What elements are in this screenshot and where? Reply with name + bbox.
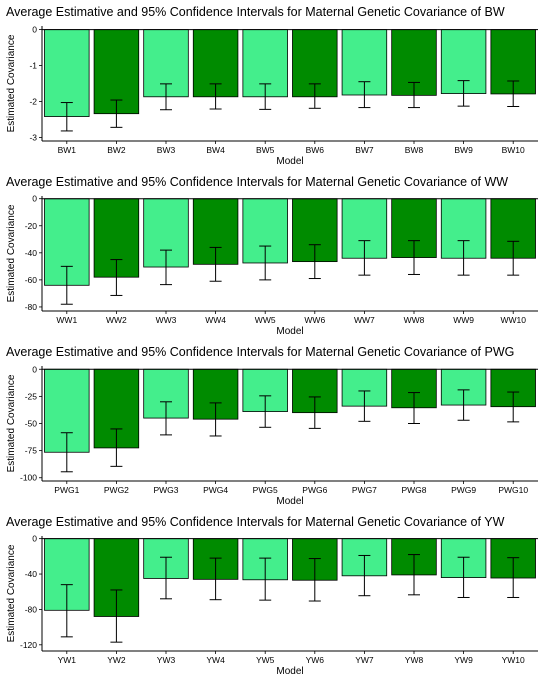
chart-title: Average Estimative and 95% Confidence In… bbox=[6, 5, 505, 19]
x-tick-label: PWG10 bbox=[498, 485, 528, 495]
y-tick-label: -75 bbox=[25, 446, 38, 456]
x-tick-label: WW6 bbox=[304, 315, 325, 325]
y-tick-label: -40 bbox=[25, 248, 38, 258]
x-tick-label: YW5 bbox=[256, 655, 275, 665]
x-tick-label: BW6 bbox=[306, 145, 325, 155]
y-tick-label: -2 bbox=[29, 96, 37, 106]
x-tick-label: WW8 bbox=[404, 315, 425, 325]
x-tick-label: PWG6 bbox=[302, 485, 327, 495]
x-tick-label: BW9 bbox=[454, 145, 473, 155]
x-tick-label: BW8 bbox=[405, 145, 424, 155]
y-tick-label: -80 bbox=[25, 302, 38, 312]
y-tick-label: -40 bbox=[25, 569, 38, 579]
chart-title: Average Estimative and 95% Confidence In… bbox=[6, 345, 514, 359]
x-tick-label: PWG2 bbox=[104, 485, 129, 495]
x-tick-label: PWG1 bbox=[54, 485, 79, 495]
x-axis-label: Model bbox=[276, 156, 303, 167]
chart-panel-2: Average Estimative and 95% Confidence In… bbox=[6, 175, 538, 337]
chart-title: Average Estimative and 95% Confidence In… bbox=[6, 515, 505, 529]
y-tick-label: 0 bbox=[32, 25, 37, 35]
y-axis-label: Estimated Covariance bbox=[6, 544, 17, 642]
x-tick-label: YW2 bbox=[107, 655, 126, 665]
y-axis-label: Estimated Covariance bbox=[6, 374, 17, 472]
y-tick-label: -80 bbox=[25, 604, 38, 614]
x-tick-label: YW3 bbox=[157, 655, 176, 665]
x-tick-label: WW7 bbox=[354, 315, 375, 325]
x-tick-label: WW10 bbox=[500, 315, 526, 325]
y-tick-label: -25 bbox=[25, 391, 38, 401]
x-tick-label: YW1 bbox=[58, 655, 77, 665]
x-tick-label: WW5 bbox=[255, 315, 276, 325]
x-tick-label: WW1 bbox=[56, 315, 77, 325]
chart-title: Average Estimative and 95% Confidence In… bbox=[6, 175, 508, 189]
y-tick-label: -100 bbox=[20, 473, 37, 483]
x-tick-label: BW7 bbox=[355, 145, 374, 155]
x-tick-label: YW10 bbox=[502, 655, 525, 665]
x-tick-label: PWG4 bbox=[203, 485, 228, 495]
bar bbox=[490, 368, 536, 408]
x-tick-label: YW8 bbox=[405, 655, 424, 665]
y-tick-label: -50 bbox=[25, 419, 38, 429]
x-tick-label: PWG9 bbox=[451, 485, 476, 495]
x-tick-label: PWG5 bbox=[253, 485, 278, 495]
chart-panel-4: Average Estimative and 95% Confidence In… bbox=[6, 515, 538, 677]
x-tick-label: PWG7 bbox=[352, 485, 377, 495]
x-tick-label: WW9 bbox=[453, 315, 474, 325]
x-tick-label: PWG8 bbox=[401, 485, 426, 495]
x-tick-label: YW9 bbox=[454, 655, 473, 665]
y-tick-label: -60 bbox=[25, 275, 38, 285]
y-tick-label: -1 bbox=[29, 61, 37, 71]
x-tick-label: WW2 bbox=[106, 315, 127, 325]
x-tick-label: YW4 bbox=[206, 655, 225, 665]
y-tick-label: -3 bbox=[29, 132, 37, 142]
y-tick-label: 0 bbox=[32, 194, 37, 204]
x-axis-label: Model bbox=[276, 326, 303, 337]
x-tick-label: WW4 bbox=[205, 315, 226, 325]
chart-panel-1: Average Estimative and 95% Confidence In… bbox=[6, 5, 538, 167]
x-tick-label: YW7 bbox=[355, 655, 374, 665]
y-axis-label: Estimated Covariance bbox=[6, 34, 17, 132]
x-tick-label: YW6 bbox=[306, 655, 325, 665]
x-tick-label: BW4 bbox=[206, 145, 225, 155]
y-tick-label: 0 bbox=[32, 364, 37, 374]
x-tick-label: PWG3 bbox=[153, 485, 178, 495]
x-tick-label: BW1 bbox=[58, 145, 77, 155]
x-tick-label: WW3 bbox=[156, 315, 177, 325]
x-axis-label: Model bbox=[276, 666, 303, 677]
x-tick-label: BW5 bbox=[256, 145, 275, 155]
x-axis-label: Model bbox=[276, 496, 303, 507]
x-tick-label: BW3 bbox=[157, 145, 176, 155]
chart-panel-3: Average Estimative and 95% Confidence In… bbox=[6, 345, 538, 507]
y-tick-label: 0 bbox=[32, 534, 37, 544]
x-tick-label: BW2 bbox=[107, 145, 126, 155]
y-axis-label: Estimated Covariance bbox=[6, 204, 17, 302]
x-tick-label: BW10 bbox=[502, 145, 525, 155]
y-tick-label: -20 bbox=[25, 221, 38, 231]
y-tick-label: -120 bbox=[20, 640, 37, 650]
